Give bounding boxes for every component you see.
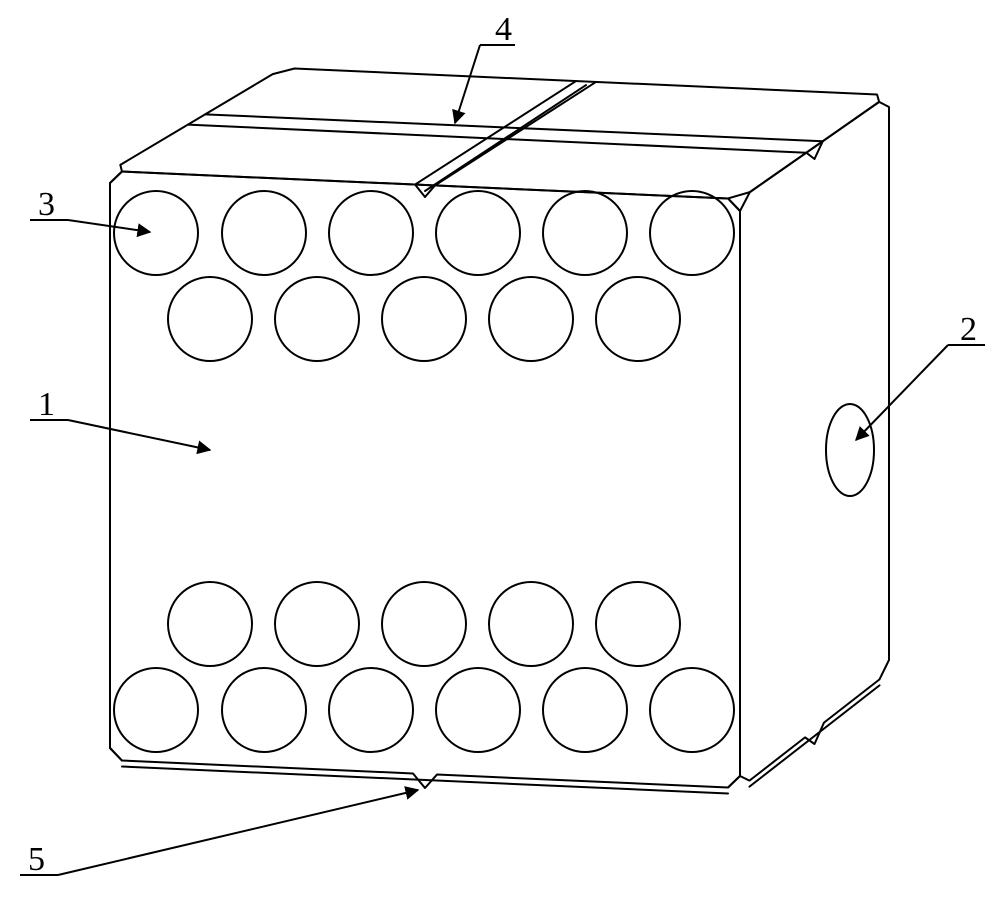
callout-label-3: 3 <box>38 186 55 223</box>
top-face <box>120 69 879 199</box>
side-hole <box>826 404 874 496</box>
callout-leader-1 <box>68 420 210 450</box>
right-face <box>740 102 889 781</box>
patent-diagram: 1 2 3 4 5 <box>0 0 1000 898</box>
front-face <box>110 172 740 788</box>
geometry-group <box>110 69 889 794</box>
callout-label-2: 2 <box>960 311 977 348</box>
callout-leader-4 <box>455 45 480 123</box>
callout-leader-5 <box>58 790 418 875</box>
front-holes <box>114 191 734 752</box>
callout-label-1: 1 <box>38 386 55 423</box>
callout-label-5: 5 <box>28 841 45 878</box>
callout-leader-2 <box>856 345 948 440</box>
callout-label-4: 4 <box>495 11 512 48</box>
